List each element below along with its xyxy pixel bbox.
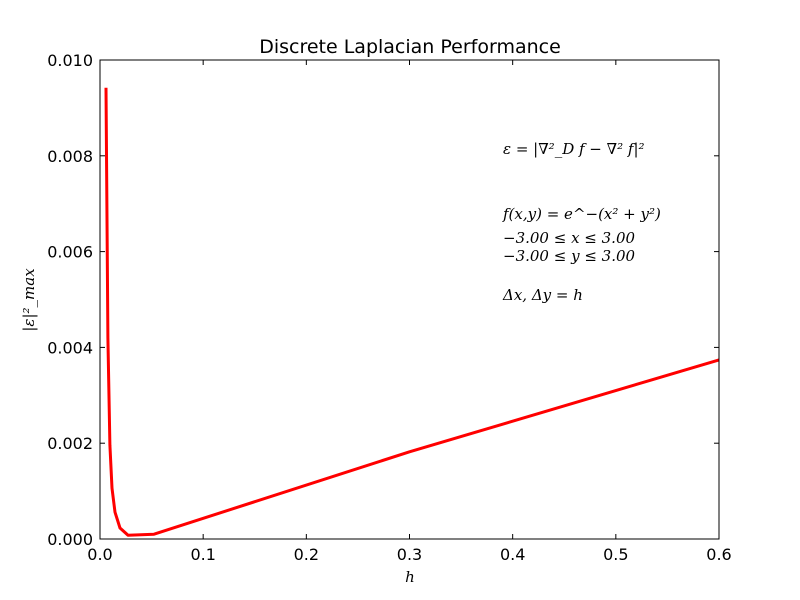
x-tick-label: 0.2 xyxy=(294,545,319,564)
y-tick-label: 0.006 xyxy=(47,243,93,262)
chart-title: Discrete Laplacian Performance xyxy=(259,36,561,58)
x-tick-label: 0.1 xyxy=(190,545,215,564)
y-tick-label: 0.008 xyxy=(47,147,93,166)
y-tick-label: 0.000 xyxy=(47,530,93,549)
y-tick-label: 0.004 xyxy=(47,338,93,357)
annotation-function: f(x,y) = e^−(x² + y²) xyxy=(503,205,661,223)
series-line-max-error xyxy=(104,87,720,537)
x-tick-label: 0.5 xyxy=(603,545,628,564)
annotation-y-range: −3.00 ≤ y ≤ 3.00 xyxy=(503,247,636,265)
x-axis-label: h xyxy=(405,568,415,586)
annotation-x-range: −3.00 ≤ x ≤ 3.00 xyxy=(503,229,636,247)
y-tick-label: 0.002 xyxy=(47,434,93,453)
x-tick-label: 0.0 xyxy=(87,545,112,564)
x-tick-label: 0.3 xyxy=(397,545,422,564)
annotation-error-definition: ε = |∇²_D f − ∇² f|² xyxy=(503,140,645,158)
y-tick-label: 0.010 xyxy=(47,51,93,70)
x-tick-label: 0.6 xyxy=(706,545,731,564)
plot-frame xyxy=(99,59,720,540)
y-axis-label: |ε|²_max xyxy=(20,268,38,332)
annotation-step: Δx, Δy = h xyxy=(503,286,583,304)
x-tick-label: 0.4 xyxy=(500,545,525,564)
